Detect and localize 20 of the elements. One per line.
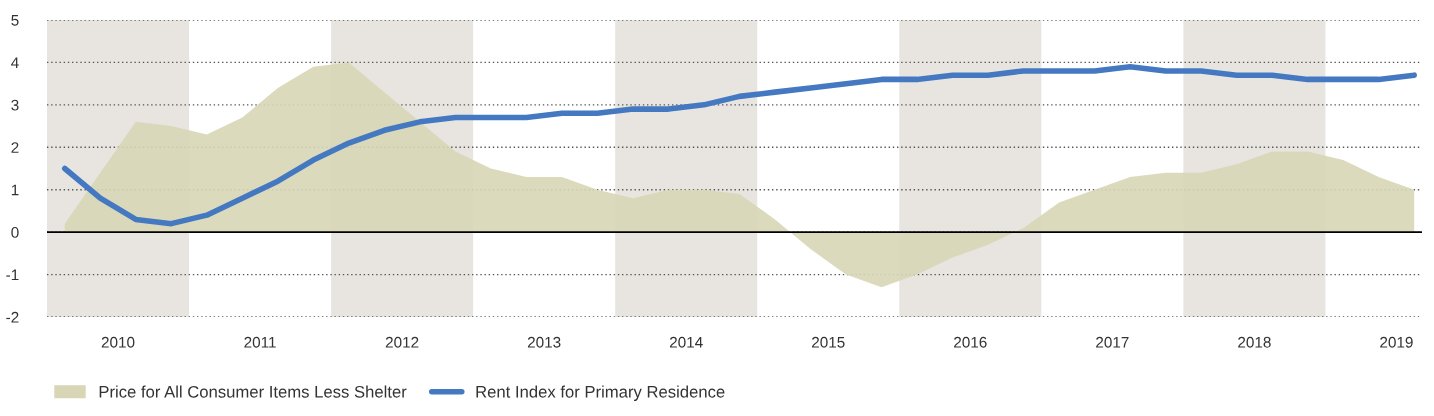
- y-tick-label: 2: [11, 142, 19, 153]
- x-tick-label: 2017: [1096, 336, 1129, 348]
- x-tick-label: 2014: [669, 336, 703, 348]
- y-tick-label: 4: [11, 57, 19, 68]
- y-tick-label: 5: [11, 15, 19, 26]
- y-tick-label: 1: [11, 184, 19, 196]
- y-tick-label: 3: [11, 99, 19, 111]
- x-tick-label: 2018: [1238, 336, 1271, 348]
- x-tick-label: 2012: [385, 336, 419, 348]
- x-tick-label: 2016: [954, 336, 987, 348]
- x-tick-label: 2013: [527, 336, 561, 348]
- x-tick-label: 2015: [812, 336, 845, 348]
- y-tick-label: -2: [6, 311, 19, 323]
- legend-label: Price for All Consumer Items Less Shelter: [99, 385, 407, 398]
- x-tick-label: 2011: [244, 336, 276, 348]
- x-tick-label: 2019: [1380, 336, 1413, 348]
- y-tick-label: -1: [6, 269, 19, 281]
- x-tick-label: 2010: [101, 336, 135, 348]
- legend-label: Rent Index for Primary Residence: [476, 385, 725, 401]
- y-tick-label: 0: [11, 227, 19, 238]
